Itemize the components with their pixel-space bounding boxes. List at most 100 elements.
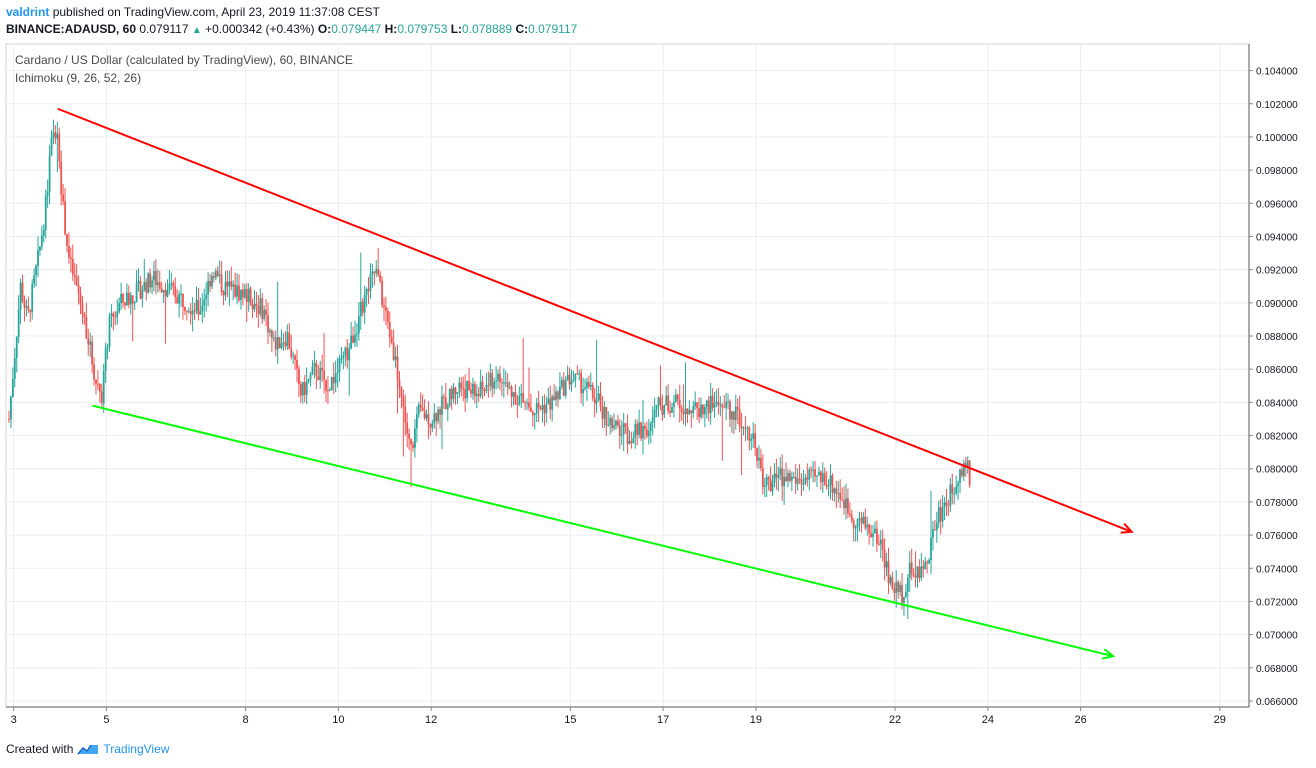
candle-body: [356, 333, 358, 335]
price-tick-label: 0.070000: [1256, 631, 1298, 642]
candle-body: [298, 368, 300, 384]
support-trend-line[interactable]: [92, 404, 1114, 658]
candle-body: [959, 469, 961, 483]
candle-body: [624, 423, 627, 427]
candle-body: [616, 420, 619, 426]
candle-body: [731, 411, 733, 420]
candle-body: [899, 585, 901, 592]
candle-body: [470, 390, 472, 394]
candle-body: [255, 303, 258, 306]
candle-body: [414, 428, 416, 448]
candle-body: [220, 274, 223, 292]
candle-body: [506, 382, 509, 388]
candle-body: [895, 582, 898, 594]
candle-body: [81, 303, 84, 315]
time-tick-label: 15: [564, 714, 576, 726]
candle-body: [856, 519, 859, 528]
candle-body: [52, 132, 55, 137]
candle-body: [721, 404, 724, 408]
candle-body: [671, 406, 673, 413]
candle-body: [435, 413, 438, 422]
candle-body: [916, 566, 919, 578]
candle-body: [649, 422, 652, 432]
candle-body: [636, 423, 639, 435]
candle-body: [872, 533, 874, 538]
candle-body: [634, 423, 637, 438]
candle-body: [15, 336, 18, 358]
chart-pane[interactable]: [5, 43, 1250, 708]
candle-body: [891, 577, 894, 589]
indicator-legend[interactable]: Ichimoku (9, 26, 52, 26): [15, 71, 142, 85]
candle-body: [423, 410, 426, 419]
candle-body: [814, 469, 816, 477]
candle-body: [8, 418, 10, 420]
candle-body: [336, 372, 339, 374]
candle-body: [908, 562, 911, 578]
candle-body: [564, 380, 567, 396]
footer: Created with TradingView: [6, 742, 169, 756]
candle-body: [54, 132, 57, 139]
candle-body: [589, 384, 592, 387]
tradingview-brand-link[interactable]: TradingView: [103, 742, 170, 756]
candle-body: [935, 522, 938, 531]
candle-body: [933, 529, 936, 531]
candle-body: [392, 342, 395, 360]
candle-body: [359, 301, 362, 317]
candle-body: [707, 400, 710, 414]
candle-body: [251, 304, 254, 310]
candle-body: [591, 384, 594, 398]
candle-body: [551, 396, 554, 410]
candle-body: [141, 289, 144, 299]
price-tick-label: 0.090000: [1256, 299, 1298, 310]
candle-body: [415, 414, 418, 429]
candle-body: [265, 309, 267, 316]
candle-body: [937, 507, 940, 523]
price-tick-label: 0.094000: [1256, 232, 1298, 243]
candle-body: [897, 582, 900, 592]
candle-body: [632, 437, 635, 443]
candle-body: [124, 302, 126, 306]
candle-body: [464, 389, 467, 399]
candle-body: [794, 476, 797, 484]
candle-body: [760, 457, 762, 469]
candle-body: [168, 283, 171, 290]
candle-body: [338, 358, 341, 373]
candle-body: [510, 386, 513, 397]
candle-body: [657, 397, 660, 405]
candle-body: [85, 316, 88, 339]
trend-lines[interactable]: [57, 107, 1134, 660]
candle-body: [491, 373, 494, 389]
time-tick-label: 24: [982, 714, 994, 726]
candle-body: [663, 405, 666, 415]
candle-body: [495, 380, 498, 382]
candle-body: [750, 438, 753, 441]
author-link[interactable]: valdrint: [6, 5, 50, 19]
candle-body: [852, 520, 855, 529]
candle-body: [460, 382, 463, 389]
candle-body: [110, 313, 113, 317]
candle-body: [149, 273, 152, 288]
candle-body: [502, 382, 505, 384]
candle-body: [340, 358, 343, 360]
candle-body: [522, 393, 525, 403]
candle-body: [120, 293, 123, 304]
candle-body: [197, 299, 200, 315]
candle-body: [961, 469, 963, 476]
candle-body: [673, 402, 675, 407]
candle-body: [881, 539, 884, 551]
price-tick-label: 0.084000: [1256, 398, 1298, 409]
candle-body: [593, 397, 596, 404]
price-axis[interactable]: 0.066000 0.068000 0.070000 0.072000 0.074000…: [1249, 67, 1298, 708]
candle-body: [400, 387, 403, 397]
candle-body: [199, 311, 202, 315]
candle-body: [808, 469, 811, 480]
resistance-trend-line[interactable]: [57, 107, 1133, 533]
candle-body: [234, 284, 237, 297]
candle-body: [810, 469, 813, 471]
time-axis[interactable]: 3 5 8 10 12 15 17 19 22 24 26 29: [11, 707, 1226, 726]
candle-body: [827, 484, 830, 487]
candle-body: [212, 275, 215, 278]
candle-body: [104, 348, 107, 372]
candle-body: [13, 357, 16, 380]
